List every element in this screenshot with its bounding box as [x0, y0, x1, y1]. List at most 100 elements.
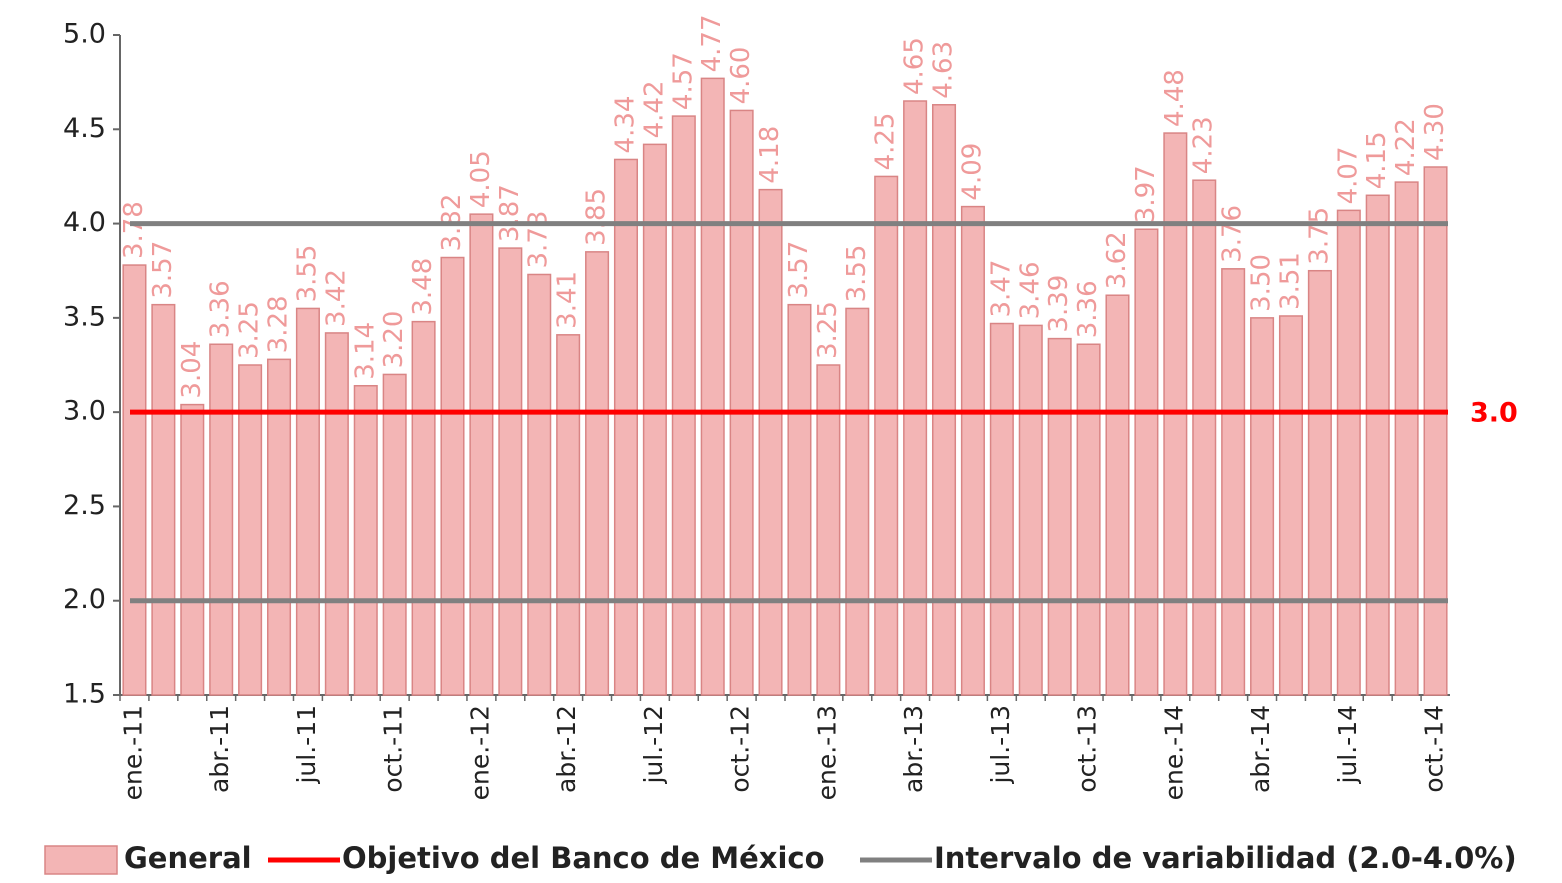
value-label: 3.55 [292, 245, 322, 303]
bar [1250, 317, 1275, 696]
value-label: 3.57 [148, 241, 178, 299]
value-label: 4.63 [929, 41, 959, 99]
value-label: 3.51 [1275, 252, 1305, 310]
x-tick-label: ene.-14 [1159, 705, 1188, 800]
value-label: 3.25 [235, 301, 265, 359]
value-label: 3.36 [206, 280, 236, 338]
value-label: 3.28 [264, 295, 294, 353]
bar [758, 188, 783, 696]
value-label: 3.25 [813, 301, 843, 359]
bar [498, 247, 523, 696]
bar [1076, 343, 1101, 696]
x-tick-label: jul.-11 [292, 705, 321, 785]
value-label: 3.47 [986, 260, 1016, 318]
value-label: 3.14 [350, 322, 380, 380]
x-tick-label: oct.-13 [1073, 705, 1102, 793]
x-tick-label: oct.-12 [726, 705, 755, 793]
x-tick-label: abr.-14 [1246, 705, 1275, 793]
bar [816, 364, 841, 696]
value-label: 3.55 [842, 245, 872, 303]
bar [411, 320, 436, 696]
value-label: 4.48 [1160, 69, 1190, 127]
value-label: 4.25 [871, 113, 901, 171]
value-label: 4.60 [726, 47, 756, 105]
bar [238, 364, 263, 696]
bar [671, 115, 696, 696]
bar [382, 373, 407, 696]
value-label: 4.15 [1362, 131, 1392, 189]
bar [324, 332, 349, 696]
bar [527, 273, 552, 696]
bar [845, 307, 870, 696]
bar [1365, 194, 1390, 696]
bar [556, 334, 581, 696]
legend-label: General [124, 841, 252, 875]
bar [1221, 268, 1246, 696]
bar [729, 109, 754, 696]
y-tick-label: 4.0 [63, 207, 106, 238]
y-tick-label: 2.5 [63, 490, 106, 521]
value-label: 4.65 [900, 37, 930, 95]
value-label: 4.30 [1420, 103, 1450, 161]
x-tick-label: abr.-12 [552, 705, 581, 793]
bar [585, 251, 610, 696]
value-label: 3.76 [1218, 205, 1248, 263]
value-label: 3.50 [1247, 254, 1277, 312]
bar [787, 303, 812, 696]
y-tick-label: 2.0 [63, 584, 106, 615]
reference-label: 3.0 [1470, 398, 1518, 429]
x-tick-label: jul.-14 [1333, 705, 1362, 785]
y-tick-label: 4.5 [63, 113, 106, 144]
value-label: 3.87 [495, 184, 525, 242]
value-label: 4.57 [668, 52, 698, 110]
y-tick-label: 3.0 [63, 396, 106, 427]
bar [440, 256, 465, 696]
value-label: 4.09 [957, 143, 987, 201]
value-label: 3.78 [119, 201, 149, 259]
value-label: 4.05 [466, 150, 496, 208]
y-tick-label: 3.5 [63, 301, 106, 332]
bar [1134, 228, 1159, 696]
bar [469, 213, 494, 696]
x-tick-label: jul.-12 [639, 705, 668, 785]
bar [989, 322, 1014, 696]
value-label: 4.22 [1391, 118, 1421, 176]
value-label: 4.18 [755, 126, 785, 184]
value-label: 4.07 [1333, 146, 1363, 204]
value-label: 4.34 [610, 96, 640, 154]
y-tick-label: 5.0 [63, 19, 106, 50]
bar [1394, 181, 1419, 696]
bar [180, 403, 205, 696]
bar [1336, 209, 1361, 696]
bar [700, 77, 725, 696]
x-tick-label: oct.-11 [379, 705, 408, 793]
value-label: 3.39 [1044, 275, 1074, 333]
value-label: 3.42 [321, 269, 351, 327]
legend-swatch [44, 845, 118, 875]
bar [960, 205, 985, 696]
bar [1423, 166, 1448, 696]
value-label: 4.77 [697, 14, 727, 72]
x-tick-label: abr.-11 [205, 705, 234, 793]
bar [1018, 324, 1043, 696]
value-label: 3.62 [1102, 231, 1132, 289]
value-label: 3.36 [1073, 280, 1103, 338]
value-label: 3.48 [408, 258, 438, 316]
bar [353, 384, 378, 696]
value-label: 3.97 [1131, 165, 1161, 223]
bar [1047, 337, 1072, 696]
y-tick-label: 1.5 [63, 679, 106, 710]
value-label: 3.04 [177, 341, 207, 399]
bar [642, 143, 667, 696]
bar [266, 358, 292, 696]
bar [874, 175, 899, 696]
x-tick-label: oct.-14 [1420, 705, 1449, 793]
legend-label: Objetivo del Banco de México [342, 841, 825, 875]
bar [1307, 269, 1332, 696]
value-label: 3.57 [784, 241, 814, 299]
x-tick-label: ene.-12 [465, 705, 494, 800]
bar [209, 343, 234, 696]
x-tick-label: ene.-13 [812, 705, 841, 800]
value-label: 4.42 [639, 80, 669, 138]
legend-label: Intervalo de variabilidad (2.0-4.0%) [934, 841, 1517, 875]
